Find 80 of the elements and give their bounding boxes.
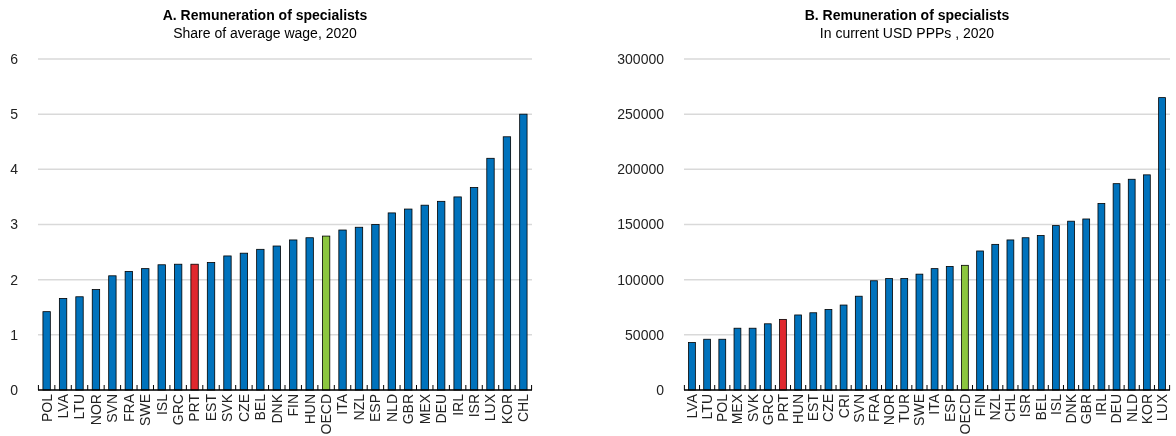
- x-tick-label: SVK: [219, 393, 236, 423]
- y-tick-label: 150000: [617, 216, 665, 233]
- x-tick-label: MEX: [729, 393, 746, 425]
- x-tick-label: IRL: [449, 393, 466, 416]
- x-tick-label: LUX: [482, 393, 499, 422]
- y-tick-label: 200000: [617, 161, 665, 178]
- x-tick-label: POL: [38, 393, 55, 423]
- x-tick-label: NZL: [987, 393, 1004, 421]
- x-tick-label: LTU: [71, 394, 88, 420]
- y-tick-label: 2: [10, 271, 19, 288]
- x-tick-label: CHL: [1002, 393, 1019, 423]
- x-tick-label: ITA: [334, 393, 351, 415]
- x-tick-label: SVK: [744, 393, 761, 423]
- x-tick-label: GRC: [759, 394, 776, 426]
- x-tick-label: DNK: [268, 393, 285, 424]
- x-tick-label: FRA: [865, 393, 882, 422]
- x-tick-label: NZL: [350, 393, 367, 421]
- x-tick-label: TUR: [896, 394, 913, 423]
- x-tick-label: ISL: [1047, 393, 1064, 416]
- x-tick-label: ISR: [465, 394, 482, 418]
- x-tick-label: OECD: [956, 394, 973, 435]
- x-tick-label: LUX: [1153, 393, 1170, 422]
- x-tick-label: BEL: [1032, 393, 1049, 421]
- x-tick-label: EST: [805, 393, 822, 422]
- x-tick-label: FIN: [285, 394, 302, 417]
- y-tick-label: 0: [656, 381, 665, 398]
- y-tick-label: 3: [10, 216, 19, 233]
- x-tick-label: CHL: [515, 393, 532, 423]
- x-tick-label: SWE: [911, 394, 928, 426]
- y-tick-label: 6: [10, 50, 19, 67]
- x-tick-label: DEU: [433, 394, 450, 424]
- chart-title: A. Remuneration of specialists: [162, 7, 368, 23]
- x-tick-label: ISR: [1017, 394, 1034, 418]
- x-tick-label: POL: [714, 393, 731, 423]
- x-tick-label: GBR: [1078, 394, 1095, 425]
- x-tick-label: EST: [202, 393, 219, 422]
- x-tick-label: KOR: [498, 394, 515, 425]
- x-tick-label: ISL: [153, 393, 170, 416]
- x-tick-label: HUN: [301, 394, 318, 425]
- x-tick-label: NLD: [383, 394, 400, 423]
- x-tick-label: DEU: [1108, 394, 1125, 424]
- x-tick-label: LVA: [54, 393, 71, 419]
- x-tick-label: FIN: [971, 394, 988, 417]
- chart-title: B. Remuneration of specialists: [804, 7, 1010, 23]
- x-tick-label: OECD: [318, 394, 334, 435]
- chart-subtitle: In current USD PPPs , 2020: [819, 25, 995, 41]
- x-tick-label: CZE: [235, 394, 252, 422]
- x-tick-label: SWE: [137, 394, 154, 426]
- x-tick-label: FRA: [120, 393, 137, 422]
- x-tick-label: LVA: [683, 393, 700, 419]
- x-tick-label: CRI: [835, 394, 852, 419]
- y-tick-label: 300000: [617, 50, 665, 67]
- x-tick-label: PRT: [774, 393, 791, 422]
- chart-subtitle: Share of average wage, 2020: [173, 25, 358, 41]
- x-tick-label: PRT: [186, 393, 203, 422]
- x-tick-label: GBR: [400, 394, 417, 425]
- x-tick-label: CZE: [820, 394, 837, 422]
- y-tick-label: 250000: [617, 106, 665, 123]
- x-tick-label: ESP: [367, 394, 384, 423]
- x-tick-label: BEL: [252, 393, 269, 421]
- x-tick-label: DNK: [1062, 393, 1079, 424]
- x-tick-label: LTU: [699, 394, 716, 420]
- x-tick-label: NOR: [880, 394, 897, 426]
- y-tick-label: 1: [10, 326, 19, 343]
- x-tick-label: ESP: [941, 394, 958, 423]
- y-tick-label: 0: [10, 381, 19, 398]
- x-tick-label: SVN: [104, 394, 121, 423]
- y-tick-label: 4: [10, 161, 19, 178]
- x-tick-label: NOR: [87, 394, 104, 426]
- y-tick-label: 100000: [617, 271, 665, 288]
- x-tick-label: GRC: [170, 394, 187, 426]
- y-tick-label: 50000: [625, 326, 665, 343]
- x-tick-label: MEX: [416, 393, 433, 425]
- x-tick-label: IRL: [1093, 393, 1110, 416]
- x-tick-label: KOR: [1138, 394, 1155, 425]
- y-tick-label: 5: [10, 106, 19, 123]
- x-tick-label: HUN: [790, 394, 807, 425]
- x-tick-label: NLD: [1123, 394, 1140, 423]
- x-tick-label: SVN: [850, 394, 867, 423]
- x-tick-label: ITA: [926, 393, 943, 415]
